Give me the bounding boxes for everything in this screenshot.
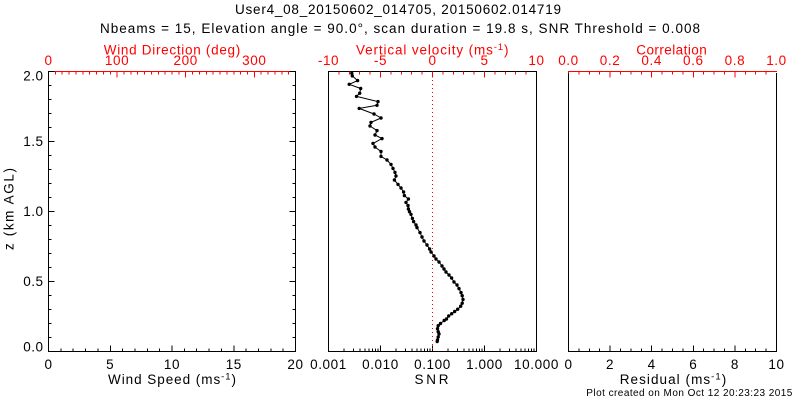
svg-text:0.2: 0.2: [600, 53, 621, 68]
svg-text:0.6: 0.6: [683, 53, 704, 68]
svg-text:10: 10: [768, 357, 784, 372]
svg-text:z (km AGL): z (km AGL): [2, 168, 17, 250]
svg-text:0: 0: [428, 53, 436, 68]
svg-text:User4_08_20150602_014705, 2015: User4_08_20150602_014705, 20150602.01471…: [235, 2, 561, 17]
svg-text:0.8: 0.8: [725, 53, 746, 68]
svg-text:300: 300: [242, 53, 266, 68]
svg-text:0.100: 0.100: [414, 357, 451, 372]
svg-text:4: 4: [648, 357, 656, 372]
svg-text:0: 0: [44, 53, 52, 68]
svg-text:10.000: 10.000: [514, 357, 559, 372]
svg-text:20: 20: [287, 357, 303, 372]
svg-text:8: 8: [731, 357, 739, 372]
svg-text:2.0: 2.0: [23, 68, 43, 83]
svg-text:0.4: 0.4: [641, 53, 662, 68]
svg-text:-5: -5: [374, 53, 387, 68]
svg-text:Plot created on Mon Oct 12 20:: Plot created on Mon Oct 12 20:23:23 2015: [586, 388, 792, 399]
svg-text:0.5: 0.5: [23, 274, 43, 289]
svg-text:Wind Direction (deg): Wind Direction (deg): [104, 42, 241, 57]
svg-text:0.010: 0.010: [362, 357, 399, 372]
svg-text:1.000: 1.000: [466, 357, 503, 372]
svg-text:10: 10: [164, 357, 180, 372]
svg-text:6: 6: [689, 357, 697, 372]
svg-text:Correlation: Correlation: [636, 42, 707, 57]
svg-text:Residual (ms-1): Residual (ms-1): [620, 372, 727, 388]
svg-text:5: 5: [106, 357, 114, 372]
svg-text:Nbeams = 15, Elevation angle =: Nbeams = 15, Elevation angle = 90.0°, sc…: [100, 21, 700, 36]
svg-text:0.0: 0.0: [23, 340, 43, 355]
svg-text:1.0: 1.0: [766, 53, 787, 68]
svg-text:Vertical velocity (ms-1): Vertical velocity (ms-1): [356, 42, 509, 58]
svg-text:1.5: 1.5: [23, 134, 43, 149]
svg-text:100: 100: [105, 53, 129, 68]
svg-text:Wind Speed (ms-1): Wind Speed (ms-1): [108, 372, 236, 388]
svg-text:5: 5: [480, 53, 488, 68]
svg-text:0.001: 0.001: [310, 357, 347, 372]
svg-text:15: 15: [226, 357, 242, 372]
svg-text:10: 10: [528, 53, 544, 68]
svg-text:0.0: 0.0: [558, 53, 579, 68]
svg-text:-10: -10: [318, 53, 339, 68]
svg-text:0: 0: [44, 357, 52, 372]
svg-text:0: 0: [564, 357, 572, 372]
svg-text:200: 200: [174, 53, 198, 68]
svg-text:1.0: 1.0: [23, 204, 43, 219]
svg-text:SNR: SNR: [415, 372, 449, 387]
svg-text:2: 2: [606, 357, 614, 372]
